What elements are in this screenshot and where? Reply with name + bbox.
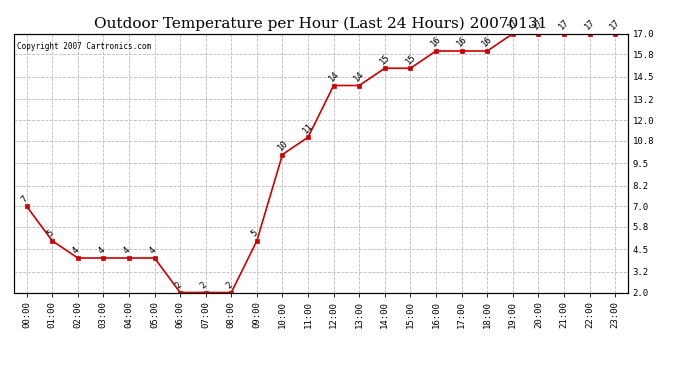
Text: 2: 2 [224, 280, 235, 290]
Text: 17: 17 [608, 18, 622, 32]
Text: 5: 5 [250, 228, 260, 238]
Text: 4: 4 [122, 246, 132, 256]
Text: 7: 7 [19, 194, 30, 204]
Text: 17: 17 [506, 18, 520, 32]
Text: 4: 4 [148, 246, 158, 256]
Text: Copyright 2007 Cartronics.com: Copyright 2007 Cartronics.com [17, 42, 151, 51]
Text: 16: 16 [429, 35, 443, 49]
Text: 2: 2 [173, 280, 184, 290]
Text: 11: 11 [301, 121, 315, 135]
Text: 17: 17 [531, 18, 545, 32]
Text: 14: 14 [353, 69, 366, 83]
Text: 17: 17 [557, 18, 571, 32]
Text: 4: 4 [71, 246, 81, 256]
Text: 10: 10 [275, 138, 290, 152]
Text: 15: 15 [404, 52, 417, 66]
Text: 16: 16 [480, 35, 494, 49]
Text: 2: 2 [199, 280, 209, 290]
Text: 14: 14 [326, 69, 341, 83]
Text: 17: 17 [582, 18, 597, 32]
Text: 4: 4 [97, 246, 106, 256]
Text: 16: 16 [455, 35, 469, 49]
Text: 15: 15 [378, 52, 392, 66]
Text: 5: 5 [46, 228, 55, 238]
Title: Outdoor Temperature per Hour (Last 24 Hours) 20070131: Outdoor Temperature per Hour (Last 24 Ho… [94, 17, 548, 31]
